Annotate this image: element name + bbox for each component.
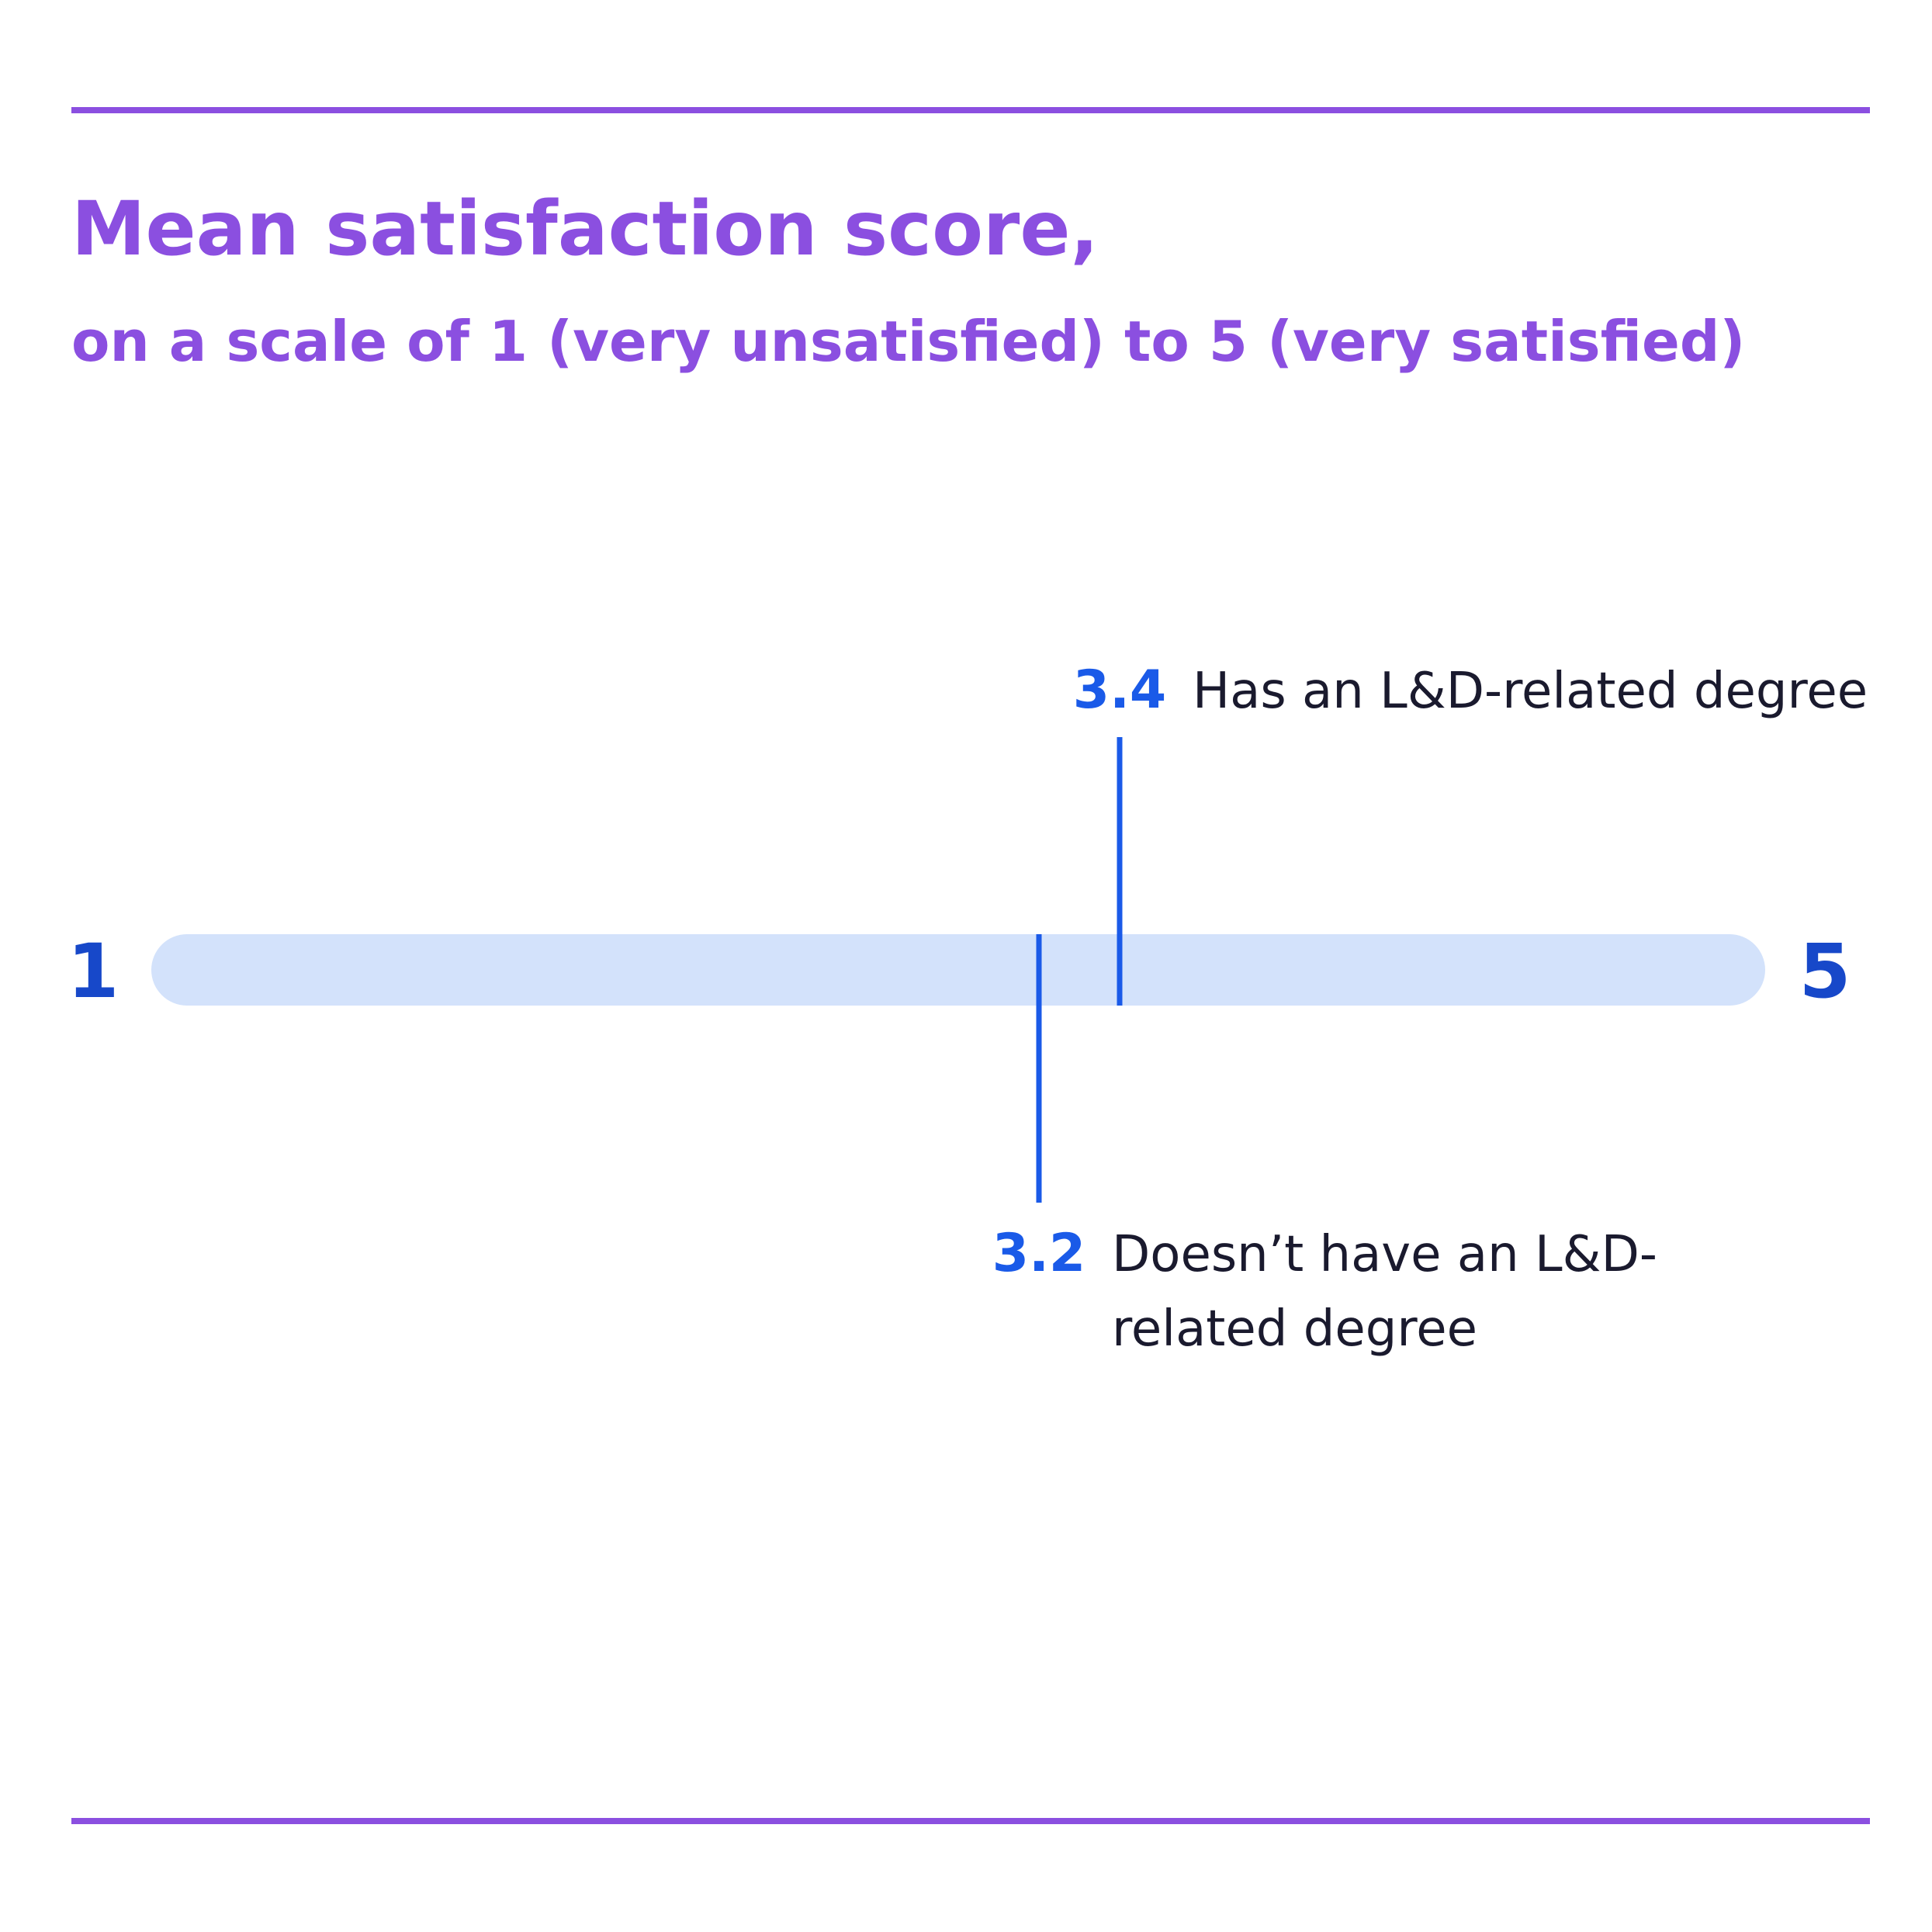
marker-label-line: Doesn’t have an L&D- <box>1112 1226 1657 1283</box>
marker-value-1: 3.2 <box>992 1223 1085 1284</box>
scale-track <box>151 934 1765 1006</box>
marker-label-line: Has an L&D-related degree <box>1193 663 1868 720</box>
scale-max-label: 5 <box>1799 928 1851 1015</box>
top-rule <box>71 107 1870 113</box>
chart-subtitle: on a scale of 1 (very unsatisfied) to 5 … <box>71 309 1746 374</box>
scale-min-label: 1 <box>68 928 119 1015</box>
marker-label-1: Doesn’t have an L&D-related degree <box>1112 1226 1657 1358</box>
marker-value-0: 3.4 <box>1073 660 1166 721</box>
marker-label-0: Has an L&D-related degree <box>1193 663 1868 720</box>
markers-group: 3.4 Has an L&D-related degree 3.2 Doesn’t h… <box>992 660 1868 1358</box>
bottom-rule <box>71 1818 1870 1824</box>
chart-title: Mean satisfaction score, <box>71 185 1099 272</box>
marker-label-line: related degree <box>1112 1300 1477 1358</box>
